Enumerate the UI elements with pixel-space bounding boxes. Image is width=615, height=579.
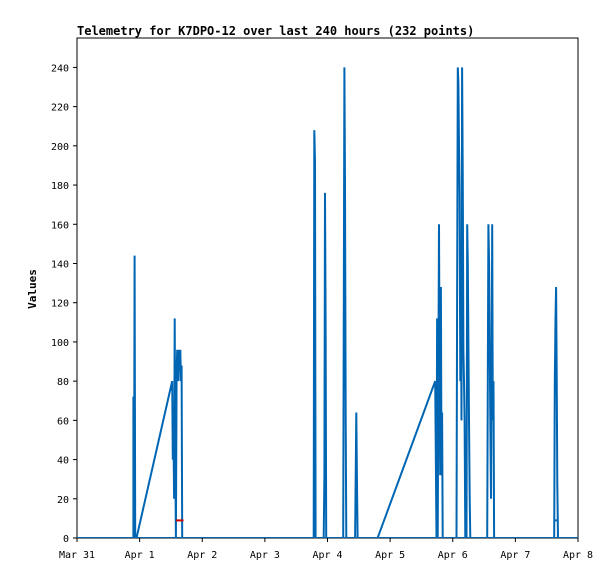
plot-area xyxy=(76,37,579,539)
y-tick-label: 80 xyxy=(57,377,69,388)
y-tick-label: 180 xyxy=(51,181,69,192)
x-axis: Mar 31 Apr 1 Apr 2 Apr 3 Apr 4 Apr 5 Apr 6 Apr … xyxy=(59,538,593,561)
chart-title: Telemetry for K7DPO-12 over last 240 hou… xyxy=(77,24,474,38)
x-tick-label: Mar 31 xyxy=(59,550,95,561)
x-tick-label: Apr 7 xyxy=(500,550,530,561)
y-axis-label: Values xyxy=(26,269,39,309)
x-tick-label: Apr 1 xyxy=(125,550,155,561)
y-tick-label: 220 xyxy=(51,103,69,114)
y-tick-label: 100 xyxy=(51,338,69,349)
series-group xyxy=(77,67,578,538)
y-tick-label: 40 xyxy=(57,456,69,467)
x-tick-label: Apr 6 xyxy=(438,550,468,561)
x-tick-label: Apr 4 xyxy=(312,550,342,561)
x-tick-label: Apr 3 xyxy=(250,550,280,561)
x-tick-label: Apr 8 xyxy=(563,550,593,561)
y-tick-label: 120 xyxy=(51,299,69,310)
y-tick-label: 140 xyxy=(51,259,69,270)
y-tick-label: 60 xyxy=(57,416,69,427)
y-tick-label: 20 xyxy=(57,495,69,506)
x-tick-label: Apr 5 xyxy=(375,550,405,561)
x-tick-label: Apr 2 xyxy=(187,550,217,561)
y-tick-label: 160 xyxy=(51,220,69,231)
y-tick-label: 0 xyxy=(63,534,69,545)
y-tick-label: 200 xyxy=(51,142,69,153)
series-line-0 xyxy=(132,67,559,538)
y-axis: 0 20 40 60 80 100 120 140 160 180 200 220 240 xyxy=(51,63,77,545)
y-tick-label: 240 xyxy=(51,63,69,74)
